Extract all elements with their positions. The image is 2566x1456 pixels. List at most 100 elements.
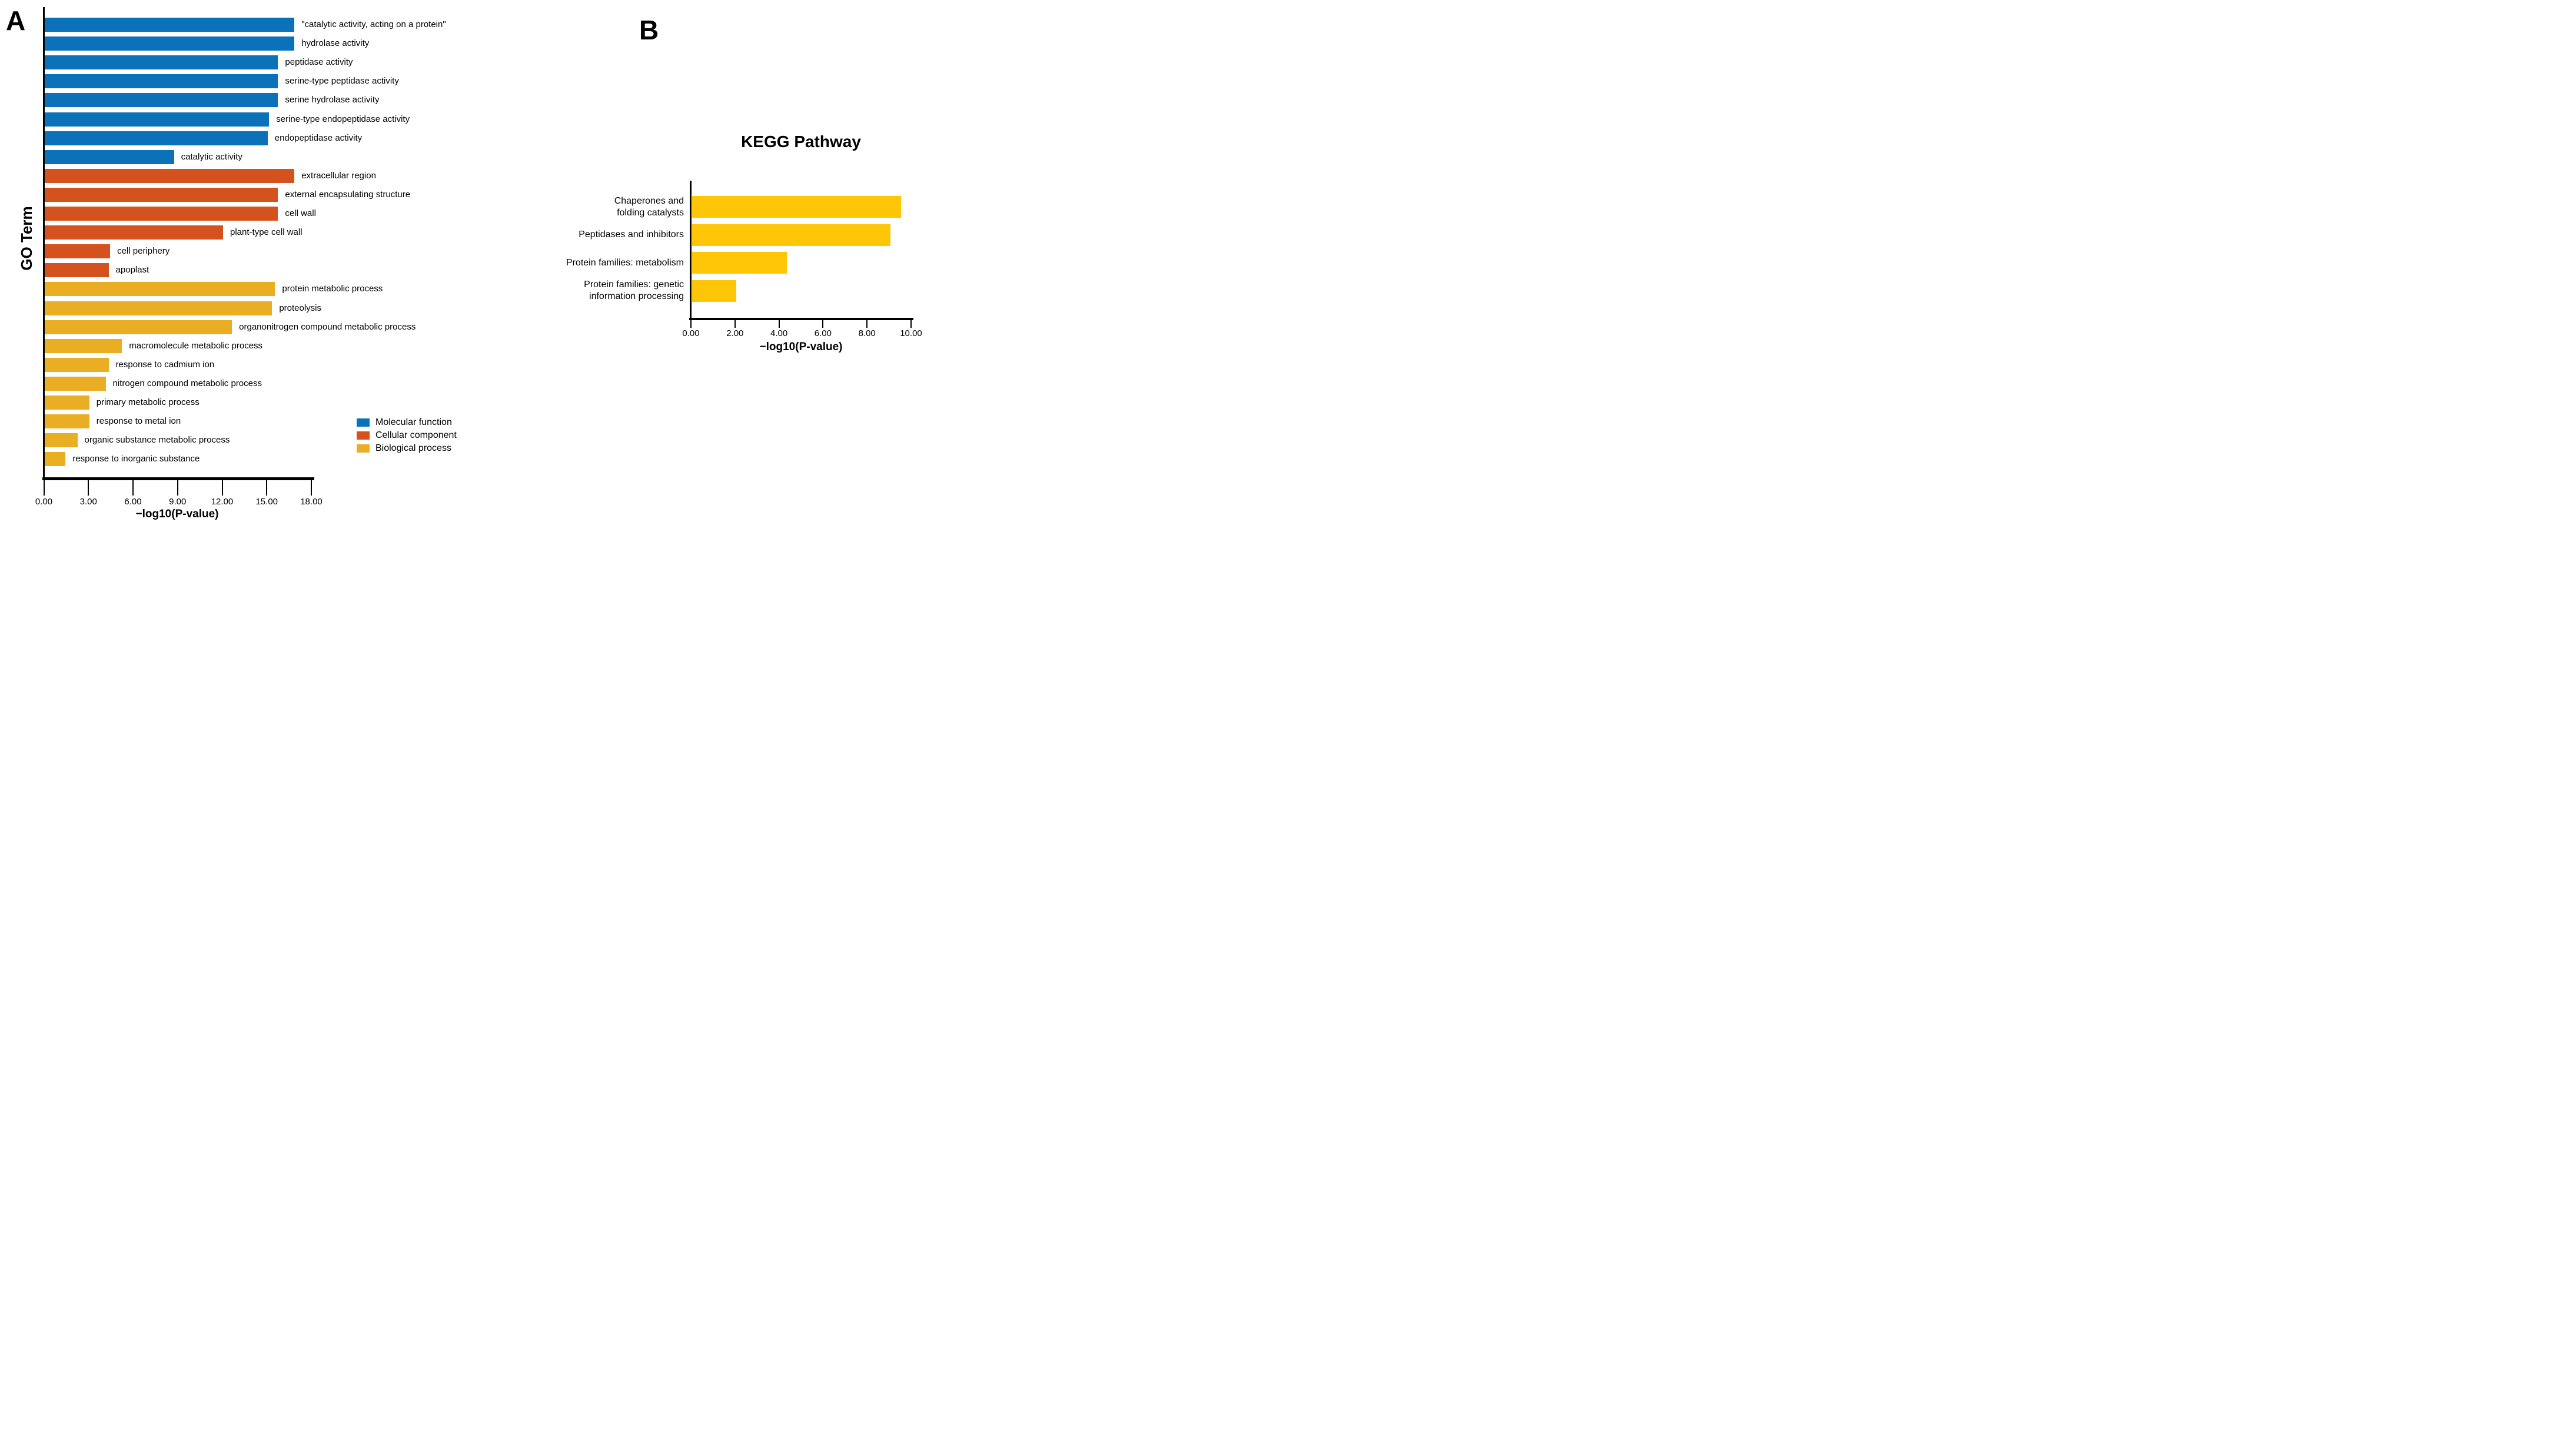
go-bar-label: response to metal ion: [96, 416, 181, 427]
legend-label: Cellular component: [375, 430, 457, 440]
go-bar-label: proteolysis: [279, 302, 322, 313]
legend-color-swatch: [357, 418, 370, 427]
go-bar-label: external encapsulating structure: [285, 189, 411, 200]
panel-b-y-axis: [690, 181, 692, 320]
kegg-pathway-title: KEGG Pathway: [741, 132, 861, 151]
go-bar-label: primary metabolic process: [96, 397, 200, 407]
panel-a-x-tick: [132, 480, 134, 496]
go-bar-label: serine-type endopeptidase activity: [276, 114, 410, 124]
panel-a-x-tick: [177, 480, 178, 496]
legend: Molecular function Cellular component Biol…: [357, 417, 457, 457]
kegg-bar: [692, 224, 890, 246]
panel-a-x-tick-label: 9.00: [169, 497, 187, 507]
kegg-category-label: Chaperones and folding catalysts: [614, 195, 684, 218]
legend-item: Biological process: [357, 443, 457, 453]
go-bar: [45, 18, 295, 32]
legend-color-swatch: [357, 431, 370, 440]
panel-b-x-tick-label: 4.00: [770, 328, 788, 338]
go-bar-label: response to inorganic substance: [72, 454, 200, 464]
kegg-category-label: Peptidases and inhibitors: [579, 230, 684, 240]
go-bar: [45, 93, 278, 108]
go-bar-label: response to cadmium ion: [115, 359, 215, 370]
go-bar-label: catalytic activity: [181, 151, 242, 162]
go-bar: [45, 452, 66, 467]
go-bar-label: protein metabolic process: [282, 284, 383, 294]
go-bar-label: "catalytic activity, acting on a protein…: [301, 19, 446, 29]
go-bar: [45, 168, 295, 183]
go-bar: [45, 338, 122, 353]
go-bar: [45, 244, 111, 259]
go-bar: [45, 207, 278, 221]
panel-a-x-axis: [42, 477, 314, 480]
go-bar-label: nitrogen compound metabolic process: [112, 378, 262, 388]
panel-b-x-tick: [866, 320, 868, 328]
go-bar: [45, 320, 232, 334]
legend-item: Molecular function: [357, 417, 457, 427]
panel-a-y-axis-title: GO Term: [18, 206, 35, 271]
go-bar-label: organonitrogen compound metabolic proces…: [239, 321, 416, 332]
panel-b-x-tick-label: 2.00: [726, 328, 744, 338]
go-bar: [45, 263, 109, 278]
go-bar: [45, 376, 106, 391]
go-bar: [45, 433, 78, 448]
panel-a-x-tick: [311, 480, 312, 496]
kegg-bar: [692, 280, 736, 302]
go-bar: [45, 282, 275, 297]
go-bar: [45, 149, 174, 164]
panel-a-x-tick-label: 12.00: [211, 497, 234, 507]
go-bar-label: cell wall: [285, 208, 316, 218]
panel-a-x-axis-title: −log10(P-value): [135, 508, 219, 520]
panel-a-x-tick-label: 6.00: [124, 497, 142, 507]
panel-b-x-axis-title: −log10(P-value): [759, 341, 843, 353]
panel-b-x-tick-label: 10.00: [900, 328, 922, 338]
panel-b-x-tick-label: 8.00: [858, 328, 876, 338]
panel-a-x-tick-label: 3.00: [79, 497, 97, 507]
panel-a-x-tick: [43, 480, 45, 496]
go-bar-label: cell periphery: [117, 246, 170, 257]
go-bar-label: plant-type cell wall: [230, 227, 303, 238]
go-bar-label: peptidase activity: [285, 57, 353, 68]
panel-b-x-tick: [690, 320, 692, 328]
kegg-category-label: Protein families: genetic information pr…: [584, 280, 684, 301]
go-bar-label: apoplast: [115, 265, 149, 275]
go-bar: [45, 225, 223, 240]
go-bar: [45, 357, 109, 372]
go-bar-label: organic substance metabolic process: [84, 435, 230, 446]
go-bar: [45, 74, 278, 89]
panel-a-x-tick: [221, 480, 223, 496]
panel-b-x-tick: [734, 320, 736, 328]
kegg-category-label: Protein families: metabolism: [566, 257, 684, 268]
panel-b-x-tick: [822, 320, 824, 328]
legend-item: Cellular component: [357, 430, 457, 440]
kegg-bar: [692, 196, 902, 218]
go-bar: [45, 301, 272, 315]
go-bar: [45, 395, 89, 410]
go-bar: [45, 55, 278, 70]
go-bar: [45, 36, 295, 51]
legend-label: Biological process: [375, 443, 451, 453]
go-bar-label: hydrolase activity: [301, 38, 370, 49]
legend-color-swatch: [357, 444, 370, 453]
panel-a-y-axis: [43, 7, 45, 480]
panel-b-x-tick: [778, 320, 780, 328]
panel-b-letter: B: [639, 15, 659, 45]
panel-a-letter: A: [6, 5, 26, 36]
panel-a-x-tick-label: 0.00: [35, 497, 53, 507]
go-bar-label: serine hydrolase activity: [285, 95, 380, 105]
go-bar: [45, 131, 268, 145]
go-bar-label: serine-type peptidase activity: [285, 76, 399, 87]
go-bar: [45, 112, 270, 127]
panel-b-x-tick-label: 0.00: [682, 328, 700, 338]
panel-b-x-tick: [910, 320, 912, 328]
go-bar: [45, 414, 89, 429]
panel-a-x-tick: [266, 480, 268, 496]
go-bar-label: macromolecule metabolic process: [129, 340, 263, 351]
figure-canvas: A GO Term 0.00 3.00 6.00 9.00 12.00 15.00 18.0…: [0, 0, 923, 524]
panel-b-x-axis: [689, 318, 913, 320]
legend-label: Molecular function: [375, 417, 452, 427]
go-bar-label: endopeptidase activity: [274, 132, 363, 143]
panel-b-x-tick-label: 6.00: [814, 328, 832, 338]
panel-a-x-tick-label: 15.00: [255, 497, 278, 507]
panel-a-x-tick: [88, 480, 89, 496]
go-bar-label: extracellular region: [301, 170, 376, 181]
